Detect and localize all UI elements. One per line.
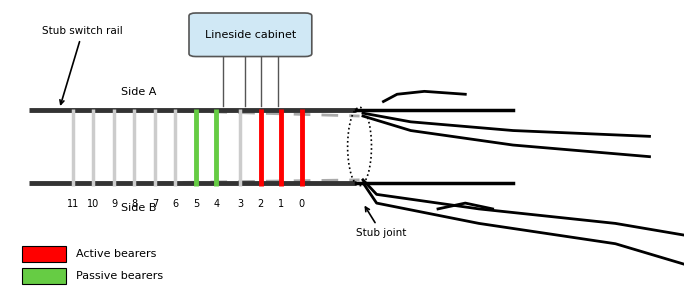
Text: 9: 9: [111, 199, 117, 209]
Text: 4: 4: [213, 199, 219, 209]
Text: 1: 1: [278, 199, 284, 209]
Text: Lineside cabinet: Lineside cabinet: [205, 30, 296, 40]
Text: Side A: Side A: [121, 87, 156, 97]
Text: 8: 8: [132, 199, 138, 209]
Text: Active bearers: Active bearers: [77, 249, 157, 259]
FancyBboxPatch shape: [22, 268, 66, 284]
Text: 7: 7: [152, 199, 158, 209]
Text: 3: 3: [237, 199, 243, 209]
Text: Stub joint: Stub joint: [356, 207, 406, 238]
Text: Stub switch rail: Stub switch rail: [42, 26, 123, 104]
Text: Side B: Side B: [121, 203, 156, 213]
Text: 2: 2: [258, 199, 264, 209]
FancyBboxPatch shape: [189, 13, 312, 57]
Text: 11: 11: [67, 199, 79, 209]
Text: 10: 10: [88, 199, 99, 209]
Text: 5: 5: [192, 199, 199, 209]
FancyBboxPatch shape: [22, 246, 66, 262]
Text: 6: 6: [173, 199, 178, 209]
Text: Passive bearers: Passive bearers: [77, 271, 164, 281]
Text: 0: 0: [299, 199, 305, 209]
